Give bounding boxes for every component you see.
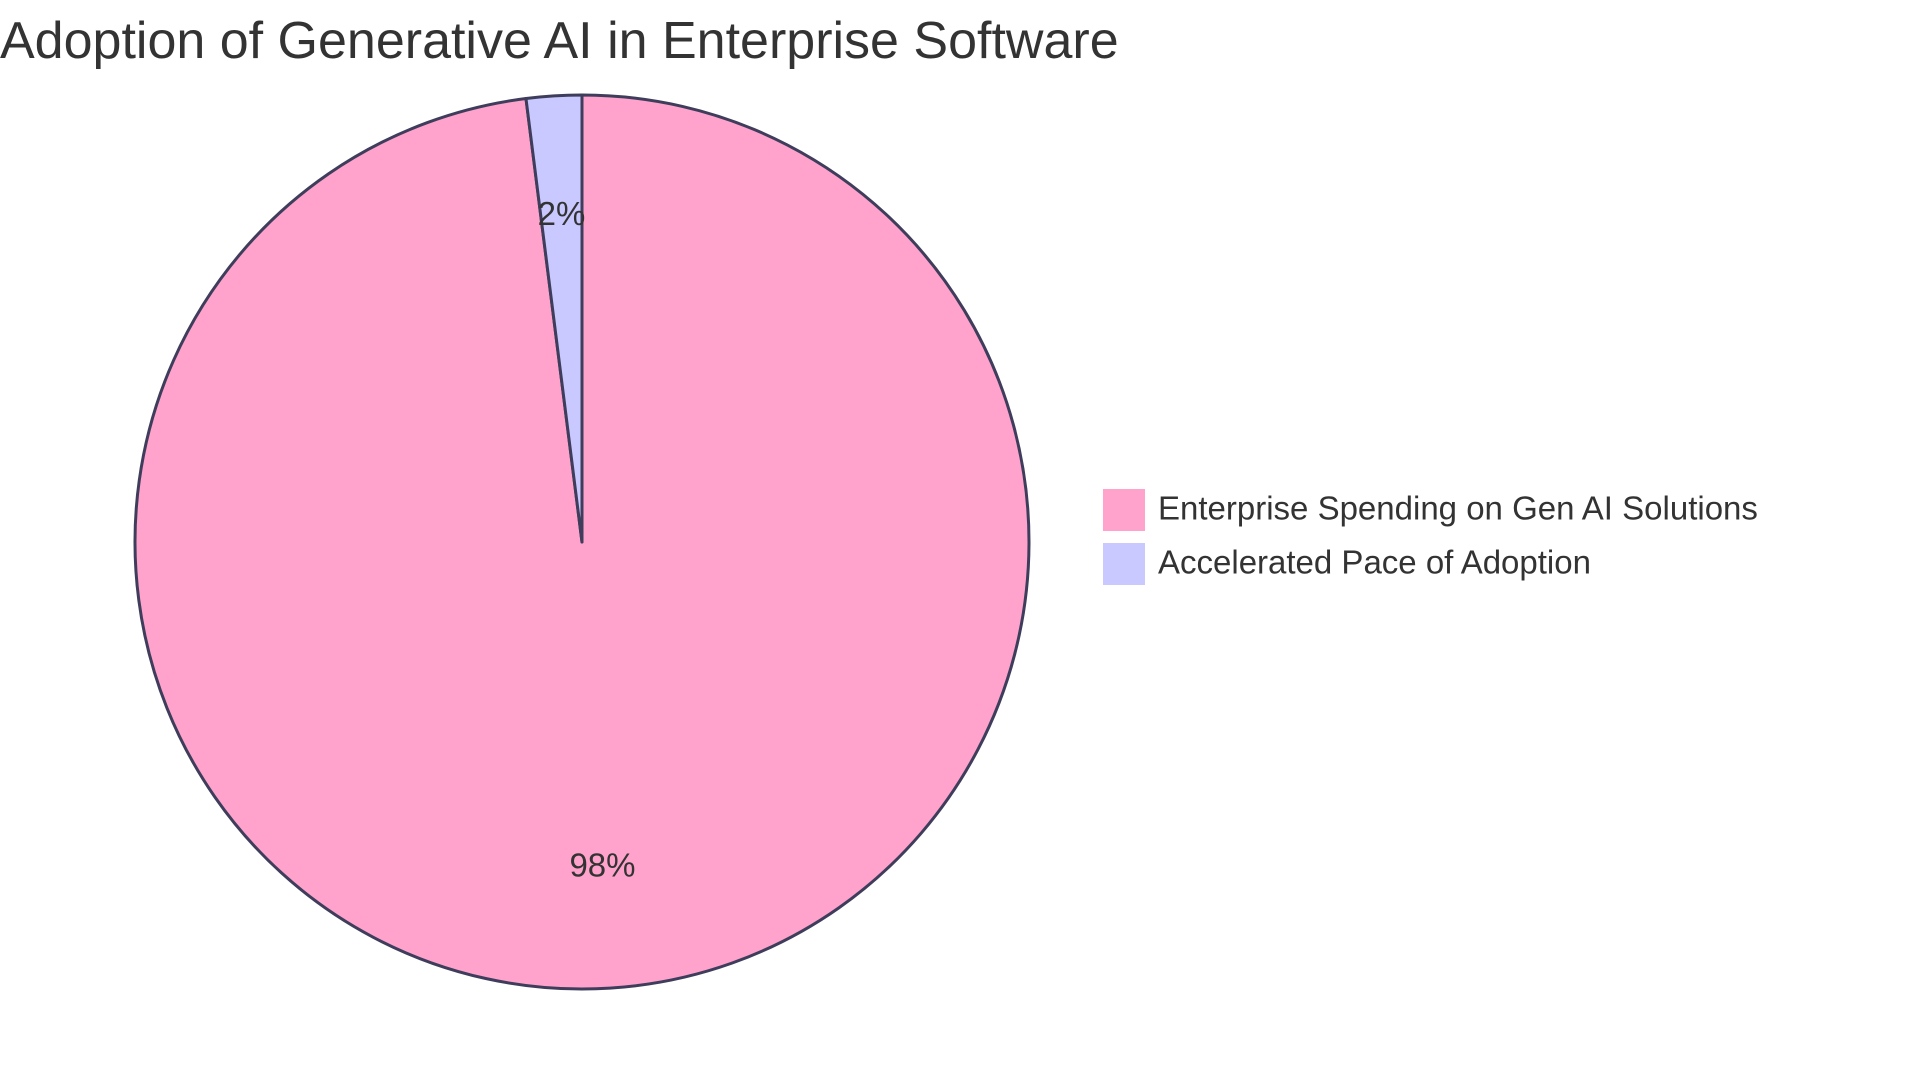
pie-slice-label-0: 98% (569, 846, 635, 883)
legend-swatch-0 (1101, 487, 1147, 533)
legend-label-0: Enterprise Spending on Gen AI Solutions (1158, 490, 1758, 527)
legend-label-1: Accelerated Pace of Adoption (1158, 544, 1591, 581)
pie-slice-1 (524, 93, 584, 544)
pie-slice-labels: 98% 2% (538, 195, 636, 883)
chart-title: Adoption of Generative AI in Enterprise … (0, 12, 1119, 70)
legend: Enterprise Spending on Gen AI Solutions A… (1101, 487, 1758, 587)
pie-slice-label-1: 2% (538, 195, 586, 232)
legend-swatch-1 (1101, 541, 1147, 587)
pie-slices (133, 93, 1031, 991)
